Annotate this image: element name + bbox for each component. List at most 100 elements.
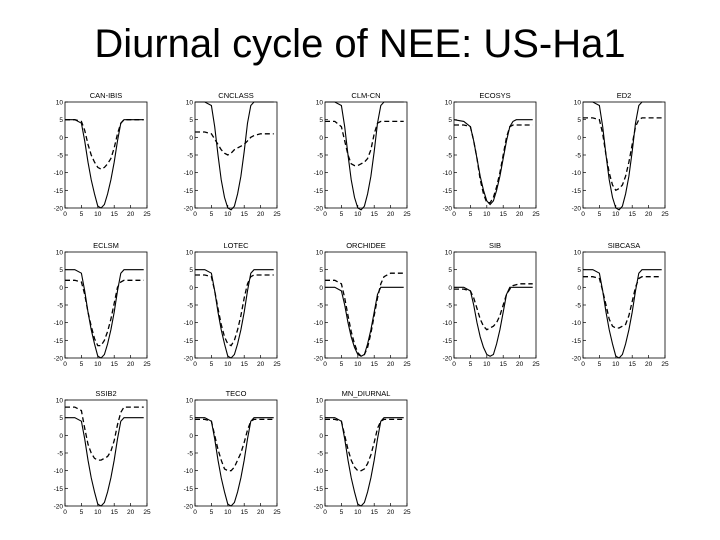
x-tick-label: 10	[483, 361, 491, 368]
observed-series-line	[195, 417, 274, 507]
x-tick-label: 20	[387, 509, 395, 516]
y-tick-label: -20	[314, 206, 324, 213]
y-tick-label: 10	[316, 398, 324, 405]
model-series-line	[325, 418, 404, 472]
y-tick-label: -20	[572, 206, 582, 213]
y-tick-label: -10	[184, 320, 194, 327]
y-tick-label: -5	[446, 153, 452, 160]
x-tick-label: 20	[257, 211, 265, 218]
y-tick-label: -15	[54, 486, 64, 493]
y-tick-label: -5	[575, 153, 581, 160]
plot-frame	[64, 101, 148, 209]
y-tick-label: -5	[187, 153, 193, 160]
x-tick-label: 10	[94, 361, 102, 368]
x-tick-label: 0	[63, 509, 67, 516]
model-series-line	[583, 117, 662, 192]
y-tick-label: -20	[184, 206, 194, 213]
panel-title: ORCHIDEE	[346, 241, 386, 250]
y-tick-label: 0	[448, 135, 452, 142]
panel-title: SIB	[489, 241, 501, 250]
y-tick-label: -5	[317, 451, 323, 458]
y-tick-label: 10	[56, 250, 64, 257]
y-tick-label: 10	[574, 250, 582, 257]
model-series-line	[195, 418, 274, 472]
y-tick-label: -10	[572, 170, 582, 177]
y-tick-label: -20	[184, 504, 194, 511]
y-tick-label: 5	[59, 267, 63, 274]
y-tick-label: -5	[317, 153, 323, 160]
y-tick-label: 0	[577, 135, 581, 142]
x-tick-label: 0	[452, 211, 456, 218]
x-tick-label: 20	[645, 211, 653, 218]
x-tick-label: 15	[371, 211, 379, 218]
y-tick-label: -10	[314, 170, 324, 177]
plot-frame	[64, 251, 148, 359]
y-tick-label: 10	[56, 100, 64, 107]
y-tick-label: -10	[54, 170, 64, 177]
x-tick-label: 0	[323, 211, 327, 218]
panel-title: SIBCASA	[608, 241, 641, 250]
x-tick-label: 5	[340, 509, 344, 516]
y-tick-label: -5	[57, 153, 63, 160]
y-tick-label: -5	[57, 303, 63, 310]
y-tick-label: 5	[189, 117, 193, 124]
observed-series-line	[195, 101, 274, 211]
panel-title: CLM-CN	[351, 91, 380, 100]
x-tick-label: 15	[111, 211, 119, 218]
y-tick-label: -15	[572, 188, 582, 195]
y-tick-label: -20	[314, 356, 324, 363]
observed-series-line	[325, 286, 404, 357]
model-series-line	[65, 279, 144, 347]
y-tick-label: -10	[443, 170, 453, 177]
x-tick-label: 15	[241, 509, 249, 516]
x-tick-label: 25	[661, 211, 669, 218]
observed-series-line	[65, 417, 144, 507]
y-tick-label: 0	[448, 285, 452, 292]
y-tick-label: 0	[59, 285, 63, 292]
x-tick-label: 0	[193, 211, 197, 218]
x-tick-label: 0	[323, 361, 327, 368]
x-tick-label: 5	[469, 361, 473, 368]
model-series-line	[65, 406, 144, 461]
panel-title: LOTEC	[223, 241, 249, 250]
y-tick-label: 5	[577, 267, 581, 274]
plot-frame	[194, 399, 278, 507]
x-tick-label: 10	[483, 211, 491, 218]
y-tick-label: 0	[577, 285, 581, 292]
y-tick-label: -5	[575, 303, 581, 310]
y-tick-label: 0	[319, 433, 323, 440]
x-tick-label: 10	[224, 211, 232, 218]
x-tick-label: 15	[111, 361, 119, 368]
x-tick-label: 0	[452, 361, 456, 368]
y-tick-label: -15	[314, 338, 324, 345]
model-series-line	[454, 124, 533, 204]
y-tick-label: 0	[189, 285, 193, 292]
observed-series-line	[65, 269, 144, 359]
x-tick-label: 15	[241, 361, 249, 368]
x-tick-label: 10	[612, 361, 620, 368]
y-tick-label: -20	[54, 504, 64, 511]
model-series-line	[195, 131, 274, 156]
y-tick-label: -10	[54, 468, 64, 475]
y-tick-label: 5	[319, 415, 323, 422]
y-tick-label: -20	[314, 504, 324, 511]
plot-frame	[582, 251, 666, 359]
y-tick-label: -15	[54, 188, 64, 195]
y-tick-label: -20	[54, 206, 64, 213]
model-series-line	[65, 119, 144, 170]
x-tick-label: 25	[143, 361, 151, 368]
plot-frame	[453, 101, 537, 209]
x-tick-label: 20	[257, 509, 265, 516]
plot-frame	[324, 251, 408, 359]
y-tick-label: -15	[184, 486, 194, 493]
y-tick-label: 0	[319, 135, 323, 142]
x-tick-label: 10	[224, 361, 232, 368]
model-series-line	[325, 272, 404, 358]
